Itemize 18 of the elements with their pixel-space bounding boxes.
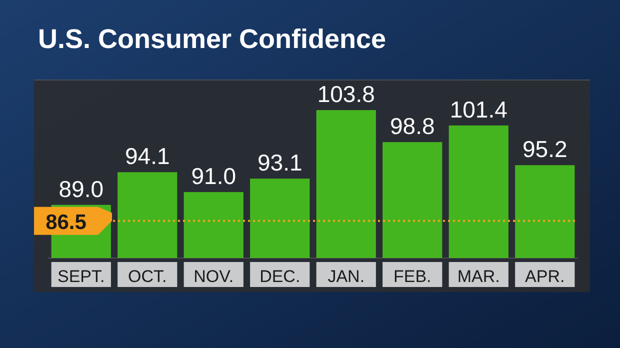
x-tick-label: DEC.: [260, 267, 300, 286]
data-label: 89.0: [58, 176, 104, 202]
x-tick-label: FEB.: [393, 267, 432, 286]
data-label: 94.1: [124, 143, 170, 170]
data-label: 95.2: [522, 136, 568, 162]
data-label: 98.8: [390, 113, 435, 140]
data-label: 93.1: [257, 150, 302, 176]
ref-line-label: 86.5: [46, 210, 87, 234]
data-label: 103.8: [317, 81, 375, 108]
data-label: 91.0: [191, 163, 236, 190]
chart-title: U.S. Consumer Confidence: [38, 24, 386, 54]
data-label: 101.4: [450, 96, 508, 122]
x-tick-label: MAR.: [457, 267, 500, 286]
x-tick-label: NOV.: [194, 267, 234, 286]
x-tick-label: OCT.: [128, 267, 167, 286]
x-tick-label: JAN.: [328, 267, 365, 286]
x-tick-label: SEPT.: [58, 267, 105, 286]
x-tick-label: APR.: [525, 267, 565, 286]
